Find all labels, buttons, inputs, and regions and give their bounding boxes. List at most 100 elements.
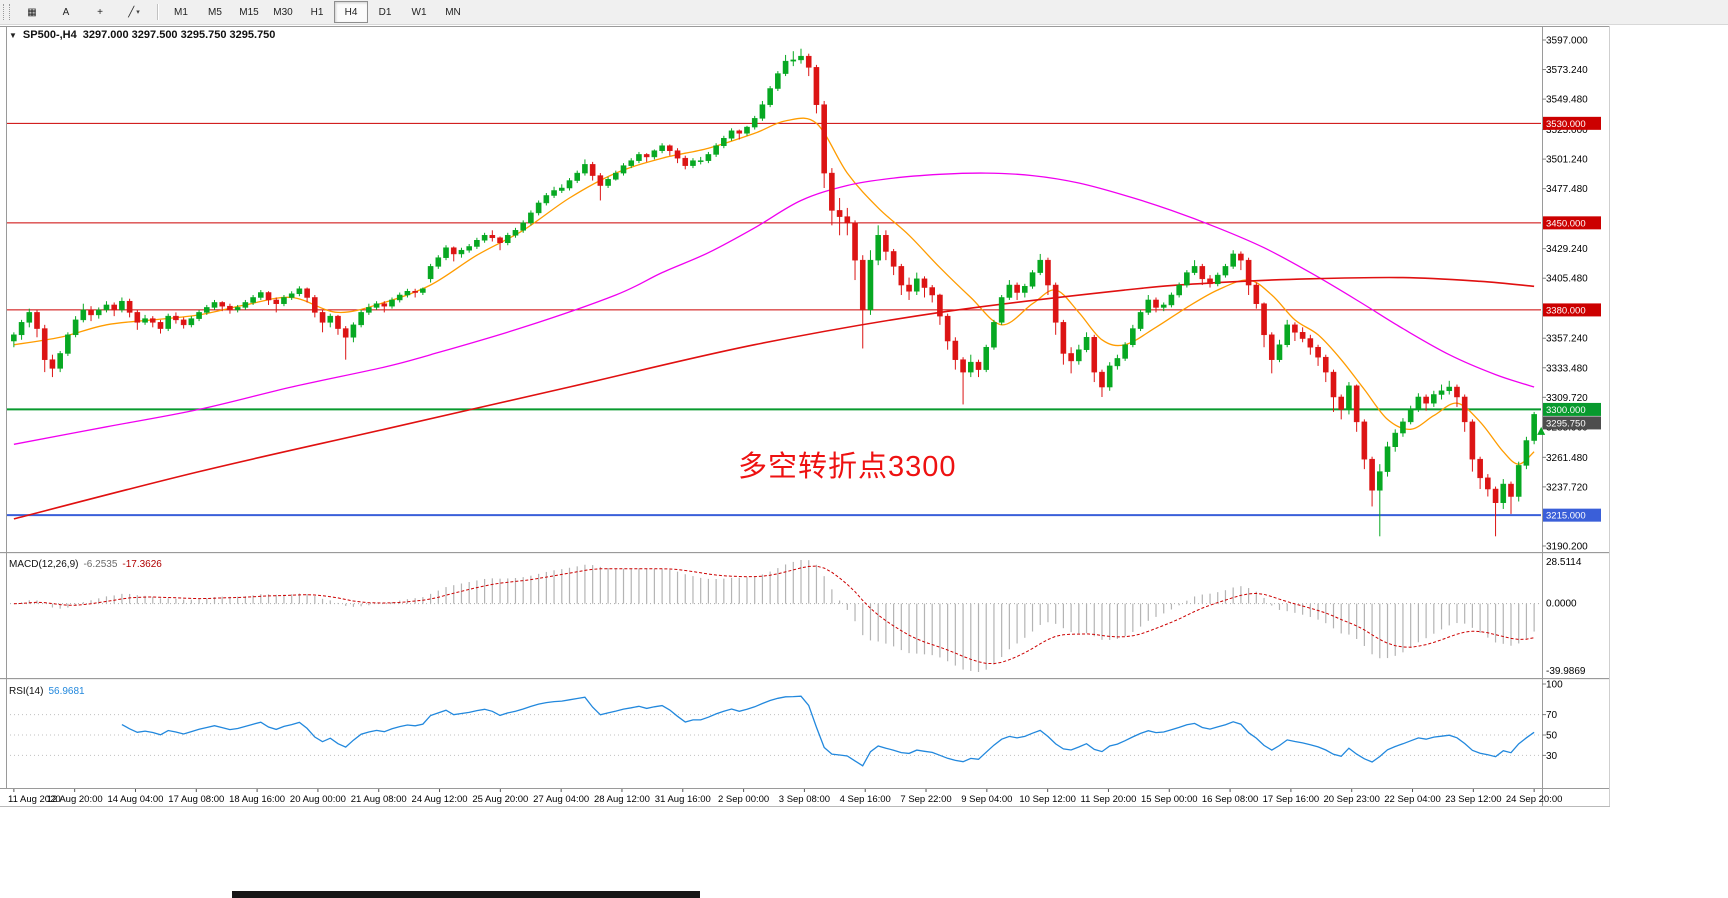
taskbar-fragment — [232, 891, 700, 898]
time-tick-label: 24 Sep 20:00 — [1506, 794, 1563, 805]
time-tick-label: 17 Aug 08:00 — [168, 794, 224, 805]
price-tick-label: 3333.480 — [1546, 363, 1588, 374]
macd-pane — [7, 560, 1541, 672]
toolbar: ▦ A + ╱ ▾ M1 M5 M15 M30 H1 H4 D1 W1 MN — [0, 0, 1728, 25]
marker-layer — [1537, 426, 1546, 435]
chart-grid-tool-button[interactable]: ▦ — [15, 1, 49, 23]
macd-header: MACD(12,26,9) -6.2535 -17.3626 — [9, 559, 162, 570]
time-tick-label: 14 Aug 04:00 — [107, 794, 163, 805]
macd-axis-label: 0.0000 — [1546, 599, 1577, 610]
time-tick-label: 31 Aug 16:00 — [655, 794, 711, 805]
time-tick-label: 25 Aug 20:00 — [472, 794, 528, 805]
rsi-axis-label: 100 — [1546, 680, 1563, 691]
macd-axis-label: 28.5114 — [1546, 557, 1582, 568]
timeframe-button-h4[interactable]: H4 — [334, 1, 368, 23]
time-tick-label: 11 Aug 2020 — [8, 794, 61, 805]
rsi-name: RSI(14) — [9, 686, 44, 697]
price-level-box-label: 3530.000 — [1546, 119, 1586, 130]
time-tick-label: 22 Sep 04:00 — [1384, 794, 1441, 805]
time-tick-label: 9 Sep 04:00 — [961, 794, 1012, 805]
timeframe-button-m5[interactable]: M5 — [208, 6, 222, 18]
timeframe-button-m1[interactable]: M1 — [174, 6, 188, 18]
crosshair-tool-button[interactable]: + — [83, 1, 117, 23]
timeframe-button-d1[interactable]: D1 — [378, 6, 392, 18]
rsi-scale: 100 70 50 30 — [1542, 680, 1563, 762]
time-tick-label: 27 Aug 04:00 — [533, 794, 589, 805]
toolbar-grip[interactable] — [3, 4, 10, 20]
macd-signal-value: -17.3626 — [122, 559, 162, 570]
rsi-value: 56.9681 — [48, 686, 85, 697]
timeframe-button-w1[interactable]: W1 — [411, 6, 427, 18]
time-tick-label: 3 Sep 08:00 — [779, 794, 830, 805]
price-tick-label: 3429.240 — [1546, 244, 1588, 255]
time-tick-label: 24 Aug 12:00 — [412, 794, 468, 805]
time-tick-label: 12 Aug 20:00 — [47, 794, 103, 805]
rsi-axis-label: 50 — [1546, 731, 1558, 742]
time-tick-label: 15 Sep 00:00 — [1141, 794, 1198, 805]
up-arrow-marker — [1537, 426, 1546, 435]
price-tick-label: 3190.200 — [1546, 542, 1588, 553]
time-tick-label: 21 Aug 08:00 — [351, 794, 407, 805]
toolbar-tools: ▦ A + ╱ ▾ — [15, 1, 151, 23]
chart-header: ▼ SP500-,H4 3297.000 3297.500 3295.750 3… — [9, 29, 275, 41]
chart-annotation-text[interactable]: 多空转折点3300 — [738, 451, 957, 483]
line-studies-tool-button[interactable]: ╱ ▾ — [117, 1, 151, 23]
timeframe-button-mn[interactable]: MN — [445, 6, 461, 18]
time-tick-label: 7 Sep 22:00 — [900, 794, 951, 805]
time-tick-label: 20 Aug 00:00 — [290, 794, 346, 805]
price-level-box-label: 3300.000 — [1546, 405, 1586, 416]
ema-mid-line — [13, 172, 1535, 445]
toolbar-separator — [157, 4, 158, 20]
timeframe-bar: M1 M5 M15 M30 H1 H4 D1 W1 MN — [164, 1, 470, 23]
price-level-box — [1543, 303, 1601, 317]
price-level-box — [1543, 216, 1601, 230]
price-level-box-label: 3295.750 — [1546, 418, 1586, 429]
rsi-line — [121, 695, 1535, 767]
timeframe-button-m30[interactable]: M30 — [273, 6, 293, 18]
symbol-period-label: SP500-,H4 — [22, 29, 77, 41]
price-tick-label: 3501.240 — [1546, 155, 1588, 166]
time-tick-label: 11 Sep 20:00 — [1081, 794, 1137, 805]
price-tick-label: 3405.480 — [1546, 274, 1588, 285]
ohlc-readout: 3297.000 3297.500 3295.750 3295.750 — [82, 29, 276, 41]
timeframe-button-h1[interactable]: H1 — [310, 6, 324, 18]
rsi-header: RSI(14) 56.9681 — [9, 686, 85, 697]
time-tick-label: 18 Aug 16:00 — [229, 794, 285, 805]
ema-fast-line — [13, 117, 1535, 465]
rsi-axis-label: 30 — [1546, 751, 1558, 762]
crosshair-tool-icon: + — [97, 6, 103, 18]
ma-slow-line — [13, 276, 1535, 520]
price-tick-label: 3573.240 — [1546, 65, 1588, 76]
macd-signal-line — [13, 565, 1535, 665]
time-tick-label: 2 Sep 00:00 — [718, 794, 769, 805]
price-level-box-label: 3215.000 — [1546, 511, 1586, 522]
time-tick-label: 23 Sep 12:00 — [1445, 794, 1502, 805]
line-studies-tool-icon: ╱ — [128, 6, 135, 18]
text-annotation-tool-icon: A — [62, 6, 70, 18]
timeframe-button-m15[interactable]: M15 — [239, 6, 259, 18]
text-annotation-tool-button[interactable]: A — [49, 1, 83, 23]
time-tick-label: 28 Aug 12:00 — [594, 794, 650, 805]
rsi-axis-label: 70 — [1546, 710, 1558, 721]
time-tick-label: 4 Sep 16:00 — [840, 794, 891, 805]
macd-main-value: -6.2535 — [83, 559, 118, 570]
macd-name: MACD(12,26,9) — [9, 559, 79, 570]
collapse-triangle-icon[interactable]: ▼ — [9, 31, 17, 40]
price-scale: 3597.000 3573.240 3549.480 3525.000 3501.240… — [1542, 36, 1601, 553]
time-tick-label: 20 Sep 23:00 — [1323, 794, 1380, 805]
macd-axis-label: -39.9869 — [1546, 666, 1586, 677]
price-tick-label: 3261.480 — [1546, 453, 1588, 464]
price-level-box-label: 3380.000 — [1546, 305, 1586, 316]
price-level-box — [1543, 416, 1601, 430]
ma-layer — [13, 117, 1535, 520]
rsi-pane — [7, 695, 1541, 767]
time-tick-label: 10 Sep 12:00 — [1019, 794, 1076, 805]
price-tick-label: 3237.720 — [1546, 482, 1588, 493]
price-level-box — [1543, 116, 1601, 130]
macd-scale: 28.5114 0.0000 -39.9869 — [1546, 557, 1586, 677]
time-tick-label: 17 Sep 16:00 — [1263, 794, 1320, 805]
time-tick-label: 16 Sep 08:00 — [1202, 794, 1259, 805]
price-tick-label: 3309.720 — [1546, 393, 1588, 404]
